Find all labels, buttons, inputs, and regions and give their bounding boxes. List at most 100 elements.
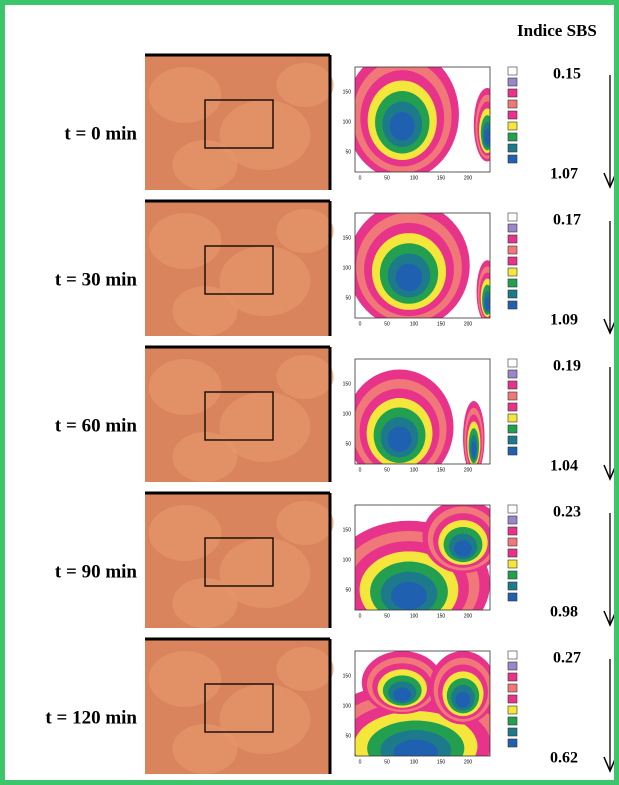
y-tick-label: 100: [343, 703, 352, 709]
x-tick-label: 50: [384, 613, 390, 619]
contour-level: [471, 442, 476, 458]
y-tick-label: 50: [345, 149, 351, 155]
bottom-value: 1.04: [550, 458, 578, 475]
legend-swatch: [508, 381, 517, 389]
x-tick-label: 100: [410, 613, 419, 619]
legend-swatch: [508, 538, 517, 546]
legend-swatch: [508, 100, 517, 108]
photo-spot: [149, 359, 222, 415]
x-tick-label: 200: [464, 613, 473, 619]
bottom-value: 1.09: [550, 312, 578, 329]
figure-canvas: Indice SBS t = 0 min 0 50 100 150 200 50 100 150…: [5, 5, 614, 780]
photo-spot: [276, 647, 333, 691]
contour-level: [391, 582, 427, 610]
arrow-head: [604, 465, 614, 479]
y-tick-label: 150: [343, 89, 352, 95]
x-tick-label: 100: [410, 175, 419, 181]
legend-swatch: [508, 122, 517, 130]
x-tick-label: 150: [437, 175, 446, 181]
title: Indice SBS: [517, 21, 597, 40]
x-tick-label: 150: [437, 467, 446, 473]
row: t = 30 min050100150200501001500.171.09: [55, 201, 614, 336]
y-tick-label: 150: [343, 381, 352, 387]
x-tick-label: 50: [384, 467, 390, 473]
y-tick-label: 150: [343, 673, 352, 679]
legend-swatch: [508, 403, 517, 411]
x-tick-label: 50: [384, 175, 390, 181]
x-tick-label: 0: [359, 613, 362, 619]
legend-swatch: [508, 392, 517, 400]
x-tick-label: 0: [359, 321, 362, 327]
legend-swatch: [508, 414, 517, 422]
legend-swatch: [508, 684, 517, 692]
legend-swatch: [508, 695, 517, 703]
y-tick-label: 150: [343, 235, 352, 241]
contour-level: [393, 688, 411, 702]
x-tick-label: 100: [410, 467, 419, 473]
legend-swatch: [508, 516, 517, 524]
x-tick-label: 50: [384, 759, 390, 765]
contour-level: [388, 427, 412, 452]
contour-level: [484, 129, 490, 145]
legend-swatch: [508, 246, 517, 254]
contour: [346, 49, 501, 179]
legend-swatch: [508, 425, 517, 433]
legend-swatch: [508, 133, 517, 141]
legend-swatch: [508, 279, 517, 287]
x-tick-label: 0: [359, 175, 362, 181]
legend-swatch: [508, 257, 517, 265]
y-tick-label: 50: [345, 587, 351, 593]
y-tick-label: 100: [343, 557, 352, 563]
time-label: t = 0 min: [64, 123, 137, 144]
photo-spot: [149, 67, 222, 123]
top-value: 0.23: [553, 504, 581, 521]
contour-level: [454, 540, 472, 556]
arrow-head: [604, 757, 614, 771]
y-tick-label: 50: [345, 295, 351, 301]
figure: Indice SBS t = 0 min 0 50 100 150 200 50 100 150…: [0, 0, 619, 785]
contour-level: [396, 264, 423, 292]
arrow-head: [604, 611, 614, 625]
legend-swatch: [508, 78, 517, 86]
top-value: 0.19: [553, 358, 581, 375]
legend-swatch: [508, 370, 517, 378]
time-label: t = 60 min: [55, 415, 138, 436]
legend-swatch: [508, 111, 517, 119]
bottom-value: 1.07: [550, 166, 578, 183]
x-tick-label: 200: [464, 321, 473, 327]
time-label: t = 30 min: [55, 269, 138, 290]
x-tick-label: 100: [410, 321, 419, 327]
legend-swatch: [508, 447, 517, 455]
contour: [328, 500, 504, 647]
x-tick-label: 50: [384, 321, 390, 327]
bottom-value: 0.98: [550, 604, 578, 621]
photo-spot: [276, 501, 333, 545]
legend-swatch: [508, 549, 517, 557]
y-tick-label: 150: [343, 527, 352, 533]
row: t = 60 min050100150200501001500.191.04: [55, 347, 614, 485]
legend-swatch: [508, 268, 517, 276]
time-label: t = 120 min: [45, 707, 137, 728]
x-tick-label: 200: [464, 175, 473, 181]
arrow-head: [604, 173, 614, 187]
legend-swatch: [508, 706, 517, 714]
top-value: 0.15: [553, 66, 581, 83]
legend-swatch: [508, 505, 517, 513]
photo-spot: [149, 651, 222, 707]
legend-swatch: [508, 560, 517, 568]
contour-level: [390, 112, 415, 141]
legend-swatch: [508, 224, 517, 232]
x-tick-label: 0: [359, 759, 362, 765]
legend-swatch: [508, 290, 517, 298]
x-tick-label: 0: [359, 467, 362, 473]
legend-swatch: [508, 582, 517, 590]
top-value: 0.17: [553, 212, 581, 229]
legend-swatch: [508, 144, 517, 152]
top-value: 0.27: [553, 650, 581, 667]
legend-swatch: [508, 359, 517, 367]
x-tick-label: 150: [437, 613, 446, 619]
x-tick-label: 100: [410, 759, 419, 765]
time-label: t = 90 min: [55, 561, 138, 582]
